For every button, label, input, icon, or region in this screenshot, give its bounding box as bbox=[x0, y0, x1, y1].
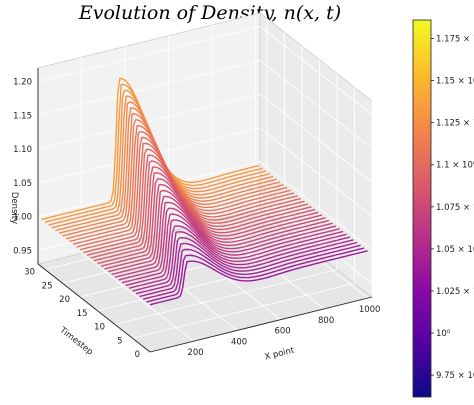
density-curve bbox=[128, 225, 347, 289]
colorbar-tick-label: 1.075 × 10⁰ bbox=[436, 203, 474, 213]
density-curve bbox=[142, 244, 361, 300]
density-curve bbox=[90, 160, 309, 259]
density-curve bbox=[111, 195, 330, 276]
colorbar bbox=[412, 19, 432, 398]
density-curve bbox=[121, 213, 340, 284]
y-tick-label: 25 bbox=[42, 281, 53, 291]
grid-line bbox=[259, 93, 373, 183]
colorbar-tick-label: 1.15 × 10⁰ bbox=[436, 77, 474, 87]
z-tick-label: 1.00 bbox=[13, 213, 32, 223]
colorbar-tick-label: 1.05 × 10⁰ bbox=[436, 245, 474, 255]
x-tick-label: 1000 bbox=[359, 305, 381, 315]
chart-title: Evolution of Density, n(x, t) bbox=[78, 2, 342, 24]
z-axis-label: Density bbox=[9, 192, 19, 224]
y-tick-label: 30 bbox=[24, 268, 35, 278]
grid-line bbox=[37, 161, 261, 218]
y-tick-label: 5 bbox=[117, 336, 122, 346]
colorbar-tick-label: 1.025 × 10⁰ bbox=[436, 287, 474, 297]
grid-line bbox=[259, 127, 373, 217]
x-tick-label: 400 bbox=[231, 337, 247, 347]
grid-line bbox=[37, 93, 261, 150]
grid-line bbox=[114, 269, 338, 325]
density-curve bbox=[100, 178, 319, 267]
grid-line bbox=[124, 242, 238, 331]
z-tick-label: 1.10 bbox=[13, 145, 32, 155]
grid-line bbox=[37, 26, 261, 82]
x-tick-label: 800 bbox=[318, 316, 334, 326]
grid-line bbox=[259, 26, 373, 115]
density-curve bbox=[125, 219, 344, 287]
grid-line bbox=[259, 195, 373, 284]
density-curve bbox=[93, 166, 312, 262]
x-axis-label: X point bbox=[264, 345, 296, 362]
x-axis-line bbox=[149, 296, 373, 353]
y-tick-label: 15 bbox=[77, 309, 88, 319]
density-curve bbox=[107, 189, 326, 273]
colorbar-tick-label: 9.75 × 10⁻¹ bbox=[436, 371, 474, 381]
grid-line bbox=[81, 252, 194, 342]
grid-line bbox=[132, 282, 355, 339]
density-curve bbox=[146, 247, 365, 303]
density-curve bbox=[135, 236, 354, 295]
grid-line bbox=[259, 161, 373, 251]
density-curve bbox=[132, 231, 351, 292]
density-curve bbox=[114, 201, 333, 278]
colorbar-tick-label: 1.175 × 10⁰ bbox=[436, 35, 474, 45]
density-curve bbox=[104, 183, 323, 270]
density-curve bbox=[139, 241, 358, 298]
z-tick-label: 1.15 bbox=[13, 111, 32, 121]
y-tick-label: 0 bbox=[135, 350, 140, 360]
y-axis-line bbox=[37, 263, 151, 353]
grid-line bbox=[37, 59, 261, 116]
grid-line bbox=[259, 59, 373, 149]
x-tick-label: 200 bbox=[187, 348, 203, 358]
z-tick-label: 1.05 bbox=[13, 179, 32, 189]
z-tick-label: 1.20 bbox=[13, 78, 32, 88]
density-curve bbox=[97, 172, 316, 265]
y-axis-label: Timestep bbox=[57, 325, 95, 358]
colorbar-tick-label: 1.125 × 10⁰ bbox=[436, 119, 474, 129]
colorbar-tick-label: 10⁰ bbox=[436, 329, 451, 339]
z-tick-label: 0.95 bbox=[13, 246, 32, 256]
density-curve bbox=[149, 250, 368, 306]
y-tick-label: 10 bbox=[94, 323, 105, 333]
x-tick-label: 600 bbox=[274, 327, 290, 337]
y-tick-label: 20 bbox=[59, 295, 70, 305]
colorbar-tick-label: 1.1 × 10⁰ bbox=[436, 161, 474, 171]
density-curve bbox=[86, 154, 305, 256]
density-curve bbox=[118, 207, 337, 281]
density-curve bbox=[83, 148, 302, 254]
grid-line bbox=[79, 241, 303, 298]
